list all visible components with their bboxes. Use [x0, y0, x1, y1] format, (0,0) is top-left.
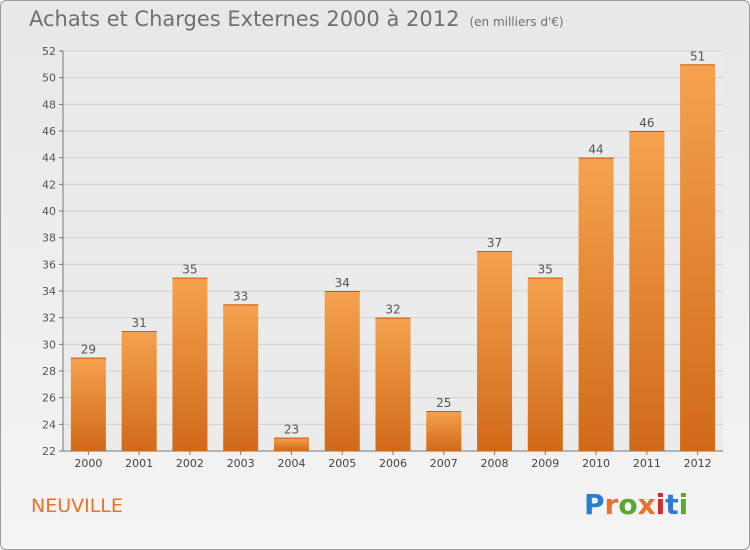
x-tick-label: 2008 [481, 457, 509, 470]
bar-value-label: 31 [132, 316, 147, 330]
bar-value-label: 33 [233, 289, 248, 303]
place-name: NEUVILLE [31, 495, 123, 517]
bar-value-label: 35 [182, 263, 197, 277]
x-tick-label: 2004 [277, 457, 305, 470]
y-tick-label: 40 [42, 205, 56, 218]
x-tick-label: 2012 [684, 457, 712, 470]
bar-value-label: 51 [690, 49, 705, 63]
bar [527, 277, 563, 451]
x-tick-label: 2001 [125, 457, 153, 470]
logo-letter: t [665, 488, 679, 521]
x-tick-label: 2011 [633, 457, 661, 470]
x-tick-label: 2000 [74, 457, 102, 470]
logo-letter: x [637, 488, 656, 521]
y-tick-label: 36 [42, 258, 56, 271]
bar-value-label: 37 [487, 236, 502, 250]
bars [70, 64, 716, 452]
bar-value-label: 46 [639, 116, 654, 130]
bar-value-label: 29 [81, 343, 96, 357]
x-tick-label: 2005 [328, 457, 356, 470]
x-tick-label: 2006 [379, 457, 407, 470]
y-tick-label: 30 [42, 338, 56, 351]
y-tick-label: 38 [42, 232, 56, 245]
logo-letter: o [618, 488, 638, 521]
chart-title: Achats et Charges Externes 2000 à 2012 (e… [29, 7, 564, 31]
proxiti-logo: Proxiti [584, 488, 688, 521]
y-tick-label: 22 [42, 445, 56, 458]
chart-title-text: Achats et Charges Externes 2000 à 2012 [29, 7, 460, 31]
logo-letter: i [678, 488, 689, 521]
bar [172, 277, 208, 451]
bar [121, 331, 157, 451]
bar-value-label: 34 [335, 276, 350, 290]
bar-value-label: 23 [284, 423, 299, 437]
y-tick-label: 48 [42, 98, 56, 111]
logo-letter: P [584, 488, 605, 521]
x-tick-label: 2010 [582, 457, 610, 470]
y-tick-label: 50 [42, 72, 56, 85]
labels: 22 24 26 28 30 32 34 36 38 40 42 44 46 48 50 52 29 2000 31… [42, 45, 712, 470]
y-tick-label: 28 [42, 365, 56, 378]
bar [426, 411, 462, 451]
bar [629, 131, 665, 451]
bar [680, 64, 716, 452]
chart-subtitle: (en milliers d'€) [469, 15, 564, 29]
logo-letter: i [655, 488, 666, 521]
x-tick-label: 2009 [531, 457, 559, 470]
bar [324, 291, 360, 451]
y-tick-label: 32 [42, 312, 56, 325]
bar-value-label: 32 [385, 303, 400, 317]
y-tick-label: 46 [42, 125, 56, 138]
y-tick-label: 42 [42, 178, 56, 191]
y-tick-label: 52 [42, 45, 56, 58]
y-tick-label: 44 [42, 152, 56, 165]
bar-value-label: 35 [538, 263, 553, 277]
bar [223, 304, 259, 451]
bar [70, 357, 106, 451]
x-tick-label: 2007 [430, 457, 458, 470]
y-tick-label: 26 [42, 392, 56, 405]
bar [578, 157, 614, 451]
bar-value-label: 44 [588, 143, 603, 157]
logo-letter: r [604, 488, 619, 521]
x-tick-label: 2003 [227, 457, 255, 470]
bar [375, 317, 411, 451]
x-tick-label: 2002 [176, 457, 204, 470]
y-tick-label: 34 [42, 285, 56, 298]
y-tick-label: 24 [42, 418, 56, 431]
bar [273, 437, 309, 451]
bar [477, 251, 513, 451]
bar-value-label: 25 [436, 396, 451, 410]
